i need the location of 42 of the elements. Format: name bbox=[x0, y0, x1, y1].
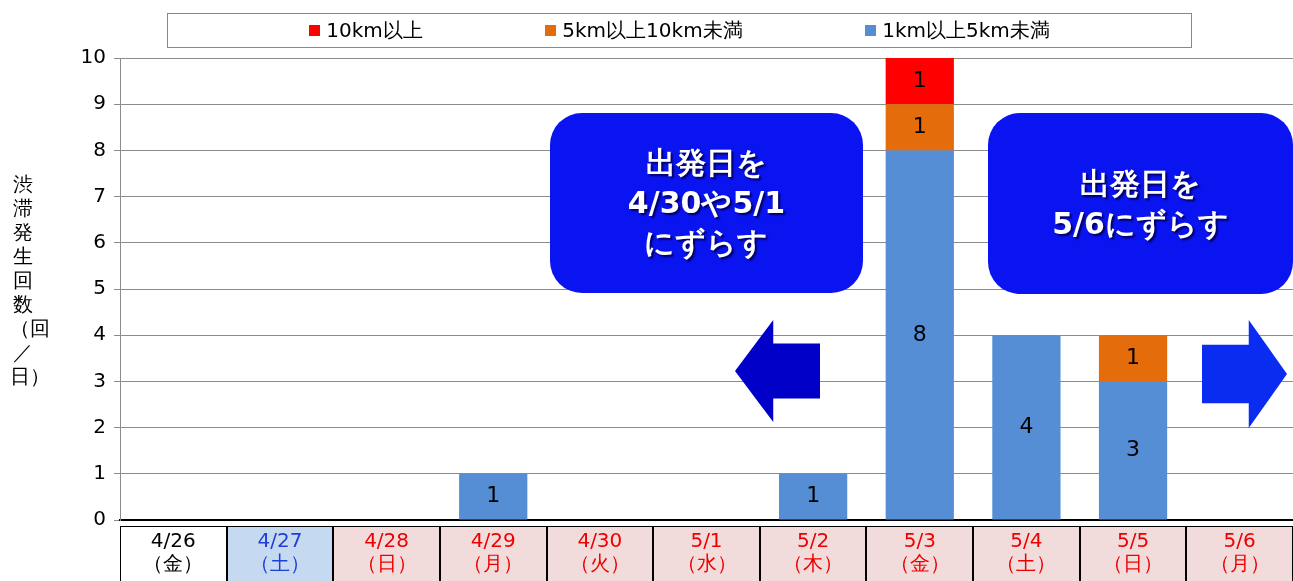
bar bbox=[1098, 381, 1168, 520]
data-label: 1 bbox=[912, 66, 927, 92]
data-label: 3 bbox=[1126, 436, 1141, 462]
data-label: 4 bbox=[1019, 413, 1034, 439]
data-label: 1 bbox=[912, 113, 927, 139]
y-tick-label: 9 bbox=[93, 90, 106, 115]
data-label: 1 bbox=[486, 482, 501, 508]
legend-label: 5km以上10km未満 bbox=[562, 17, 743, 44]
x-tick-label: 5/6 （月） bbox=[1209, 527, 1270, 575]
bar bbox=[992, 335, 1061, 520]
x-tick-label: 4/28 （日） bbox=[356, 527, 417, 575]
legend-label: 10km以上 bbox=[326, 17, 423, 44]
y-tick-label: 1 bbox=[93, 460, 106, 484]
x-tick-label: 4/26 （金） bbox=[143, 527, 204, 575]
y-tick-label: 3 bbox=[93, 367, 106, 392]
x-tick-label: 5/4 （土） bbox=[996, 527, 1057, 575]
text: 渋滞発生回数（回／日） bbox=[10, 172, 50, 388]
x-tick-label: 5/2 （木） bbox=[783, 527, 844, 575]
y-tick-label: 6 bbox=[93, 229, 106, 253]
data-label: 1 bbox=[806, 482, 821, 508]
y-tick-label: 5 bbox=[93, 275, 106, 300]
bar bbox=[1098, 335, 1168, 382]
x-tick-label: 4/29 （月） bbox=[463, 527, 524, 575]
y-tick-label: 10 bbox=[80, 44, 106, 69]
bar bbox=[885, 104, 954, 151]
x-tick-label: 5/3 （金） bbox=[889, 527, 950, 575]
y-tick-label: 2 bbox=[93, 413, 106, 438]
data-label: 8 bbox=[912, 320, 927, 346]
x-tick-label: 4/27 （土） bbox=[249, 527, 310, 575]
data-label: 1 bbox=[1126, 344, 1141, 370]
x-tick-label: 5/5 （日） bbox=[1103, 527, 1164, 575]
y-tick-label: 8 bbox=[93, 136, 106, 161]
bar bbox=[779, 473, 848, 520]
y-tick-label: 7 bbox=[93, 182, 106, 207]
x-tick-label: 5/1 （水） bbox=[676, 527, 737, 575]
legend-label: 1km以上5km未満 bbox=[882, 17, 1050, 44]
bar bbox=[885, 58, 954, 105]
x-tick-label: 4/30 （火） bbox=[569, 527, 630, 575]
y-tick-label: 4 bbox=[93, 321, 106, 346]
y-tick-label: 0 bbox=[93, 506, 106, 531]
bar bbox=[459, 473, 528, 520]
bar bbox=[885, 150, 954, 520]
